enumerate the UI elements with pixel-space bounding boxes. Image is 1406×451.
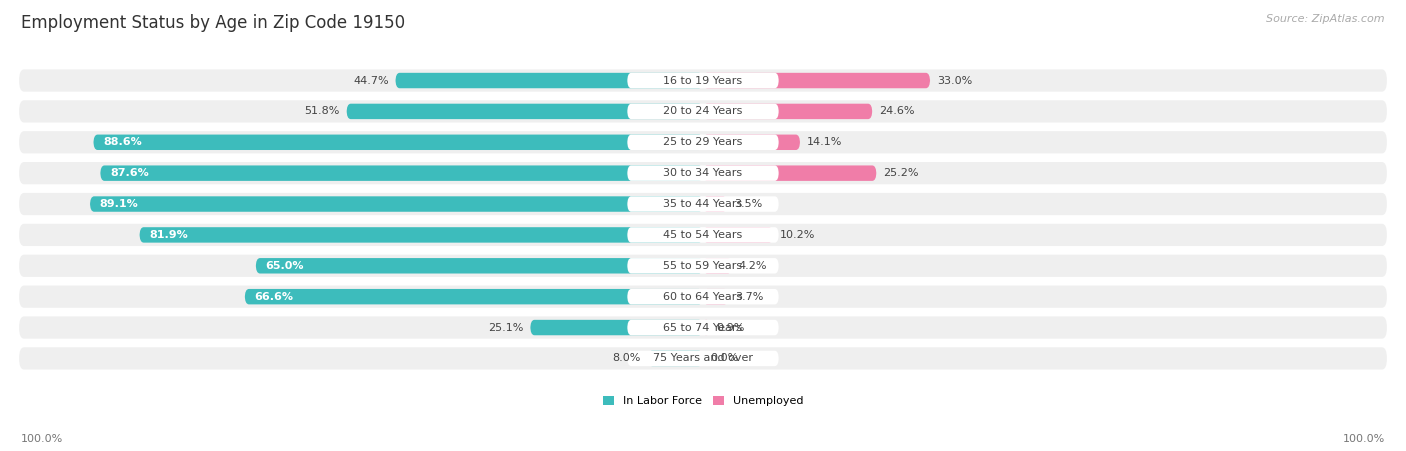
FancyBboxPatch shape bbox=[139, 227, 703, 243]
Text: 66.6%: 66.6% bbox=[254, 292, 294, 302]
Text: 35 to 44 Years: 35 to 44 Years bbox=[664, 199, 742, 209]
FancyBboxPatch shape bbox=[93, 134, 703, 150]
Text: 0.9%: 0.9% bbox=[716, 322, 744, 332]
FancyBboxPatch shape bbox=[627, 289, 779, 304]
Text: 89.1%: 89.1% bbox=[100, 199, 138, 209]
Text: 25.1%: 25.1% bbox=[488, 322, 523, 332]
Text: 60 to 64 Years: 60 to 64 Years bbox=[664, 292, 742, 302]
FancyBboxPatch shape bbox=[627, 104, 779, 119]
Text: 45 to 54 Years: 45 to 54 Years bbox=[664, 230, 742, 240]
Text: Employment Status by Age in Zip Code 19150: Employment Status by Age in Zip Code 191… bbox=[21, 14, 405, 32]
FancyBboxPatch shape bbox=[20, 347, 1386, 369]
FancyBboxPatch shape bbox=[20, 69, 1386, 92]
Text: 25.2%: 25.2% bbox=[883, 168, 918, 178]
FancyBboxPatch shape bbox=[20, 317, 1386, 339]
Text: 81.9%: 81.9% bbox=[149, 230, 188, 240]
FancyBboxPatch shape bbox=[20, 131, 1386, 153]
Text: 55 to 59 Years: 55 to 59 Years bbox=[664, 261, 742, 271]
FancyBboxPatch shape bbox=[703, 73, 929, 88]
Text: 100.0%: 100.0% bbox=[21, 434, 63, 444]
Text: 8.0%: 8.0% bbox=[613, 354, 641, 364]
Text: 87.6%: 87.6% bbox=[110, 168, 149, 178]
Text: 65.0%: 65.0% bbox=[266, 261, 304, 271]
Text: 88.6%: 88.6% bbox=[103, 137, 142, 147]
FancyBboxPatch shape bbox=[20, 193, 1386, 215]
FancyBboxPatch shape bbox=[395, 73, 703, 88]
Text: 14.1%: 14.1% bbox=[807, 137, 842, 147]
Legend: In Labor Force, Unemployed: In Labor Force, Unemployed bbox=[598, 392, 808, 411]
FancyBboxPatch shape bbox=[20, 224, 1386, 246]
FancyBboxPatch shape bbox=[256, 258, 703, 273]
Text: 20 to 24 Years: 20 to 24 Years bbox=[664, 106, 742, 116]
Text: 0.0%: 0.0% bbox=[710, 354, 738, 364]
FancyBboxPatch shape bbox=[627, 320, 779, 335]
FancyBboxPatch shape bbox=[703, 196, 727, 212]
FancyBboxPatch shape bbox=[627, 227, 779, 243]
Text: 44.7%: 44.7% bbox=[353, 75, 388, 86]
FancyBboxPatch shape bbox=[20, 100, 1386, 123]
FancyBboxPatch shape bbox=[703, 289, 728, 304]
Text: 3.7%: 3.7% bbox=[735, 292, 763, 302]
FancyBboxPatch shape bbox=[627, 351, 779, 366]
FancyBboxPatch shape bbox=[627, 196, 779, 212]
Text: 25 to 29 Years: 25 to 29 Years bbox=[664, 137, 742, 147]
FancyBboxPatch shape bbox=[627, 73, 779, 88]
FancyBboxPatch shape bbox=[100, 166, 703, 181]
Text: 3.5%: 3.5% bbox=[734, 199, 762, 209]
FancyBboxPatch shape bbox=[703, 134, 800, 150]
Text: Source: ZipAtlas.com: Source: ZipAtlas.com bbox=[1267, 14, 1385, 23]
Text: 24.6%: 24.6% bbox=[879, 106, 915, 116]
FancyBboxPatch shape bbox=[703, 258, 733, 273]
Text: 75 Years and over: 75 Years and over bbox=[652, 354, 754, 364]
Text: 10.2%: 10.2% bbox=[780, 230, 815, 240]
FancyBboxPatch shape bbox=[703, 227, 773, 243]
Text: 51.8%: 51.8% bbox=[304, 106, 340, 116]
FancyBboxPatch shape bbox=[20, 162, 1386, 184]
Text: 100.0%: 100.0% bbox=[1343, 434, 1385, 444]
Text: 65 to 74 Years: 65 to 74 Years bbox=[664, 322, 742, 332]
FancyBboxPatch shape bbox=[347, 104, 703, 119]
Text: 30 to 34 Years: 30 to 34 Years bbox=[664, 168, 742, 178]
FancyBboxPatch shape bbox=[648, 351, 703, 366]
FancyBboxPatch shape bbox=[703, 166, 876, 181]
FancyBboxPatch shape bbox=[530, 320, 703, 335]
FancyBboxPatch shape bbox=[627, 166, 779, 181]
Text: 4.2%: 4.2% bbox=[738, 261, 768, 271]
Text: 16 to 19 Years: 16 to 19 Years bbox=[664, 75, 742, 86]
FancyBboxPatch shape bbox=[20, 255, 1386, 277]
Text: 33.0%: 33.0% bbox=[936, 75, 972, 86]
FancyBboxPatch shape bbox=[627, 258, 779, 273]
FancyBboxPatch shape bbox=[90, 196, 703, 212]
FancyBboxPatch shape bbox=[20, 285, 1386, 308]
FancyBboxPatch shape bbox=[703, 104, 872, 119]
FancyBboxPatch shape bbox=[703, 320, 709, 335]
FancyBboxPatch shape bbox=[245, 289, 703, 304]
FancyBboxPatch shape bbox=[627, 134, 779, 150]
